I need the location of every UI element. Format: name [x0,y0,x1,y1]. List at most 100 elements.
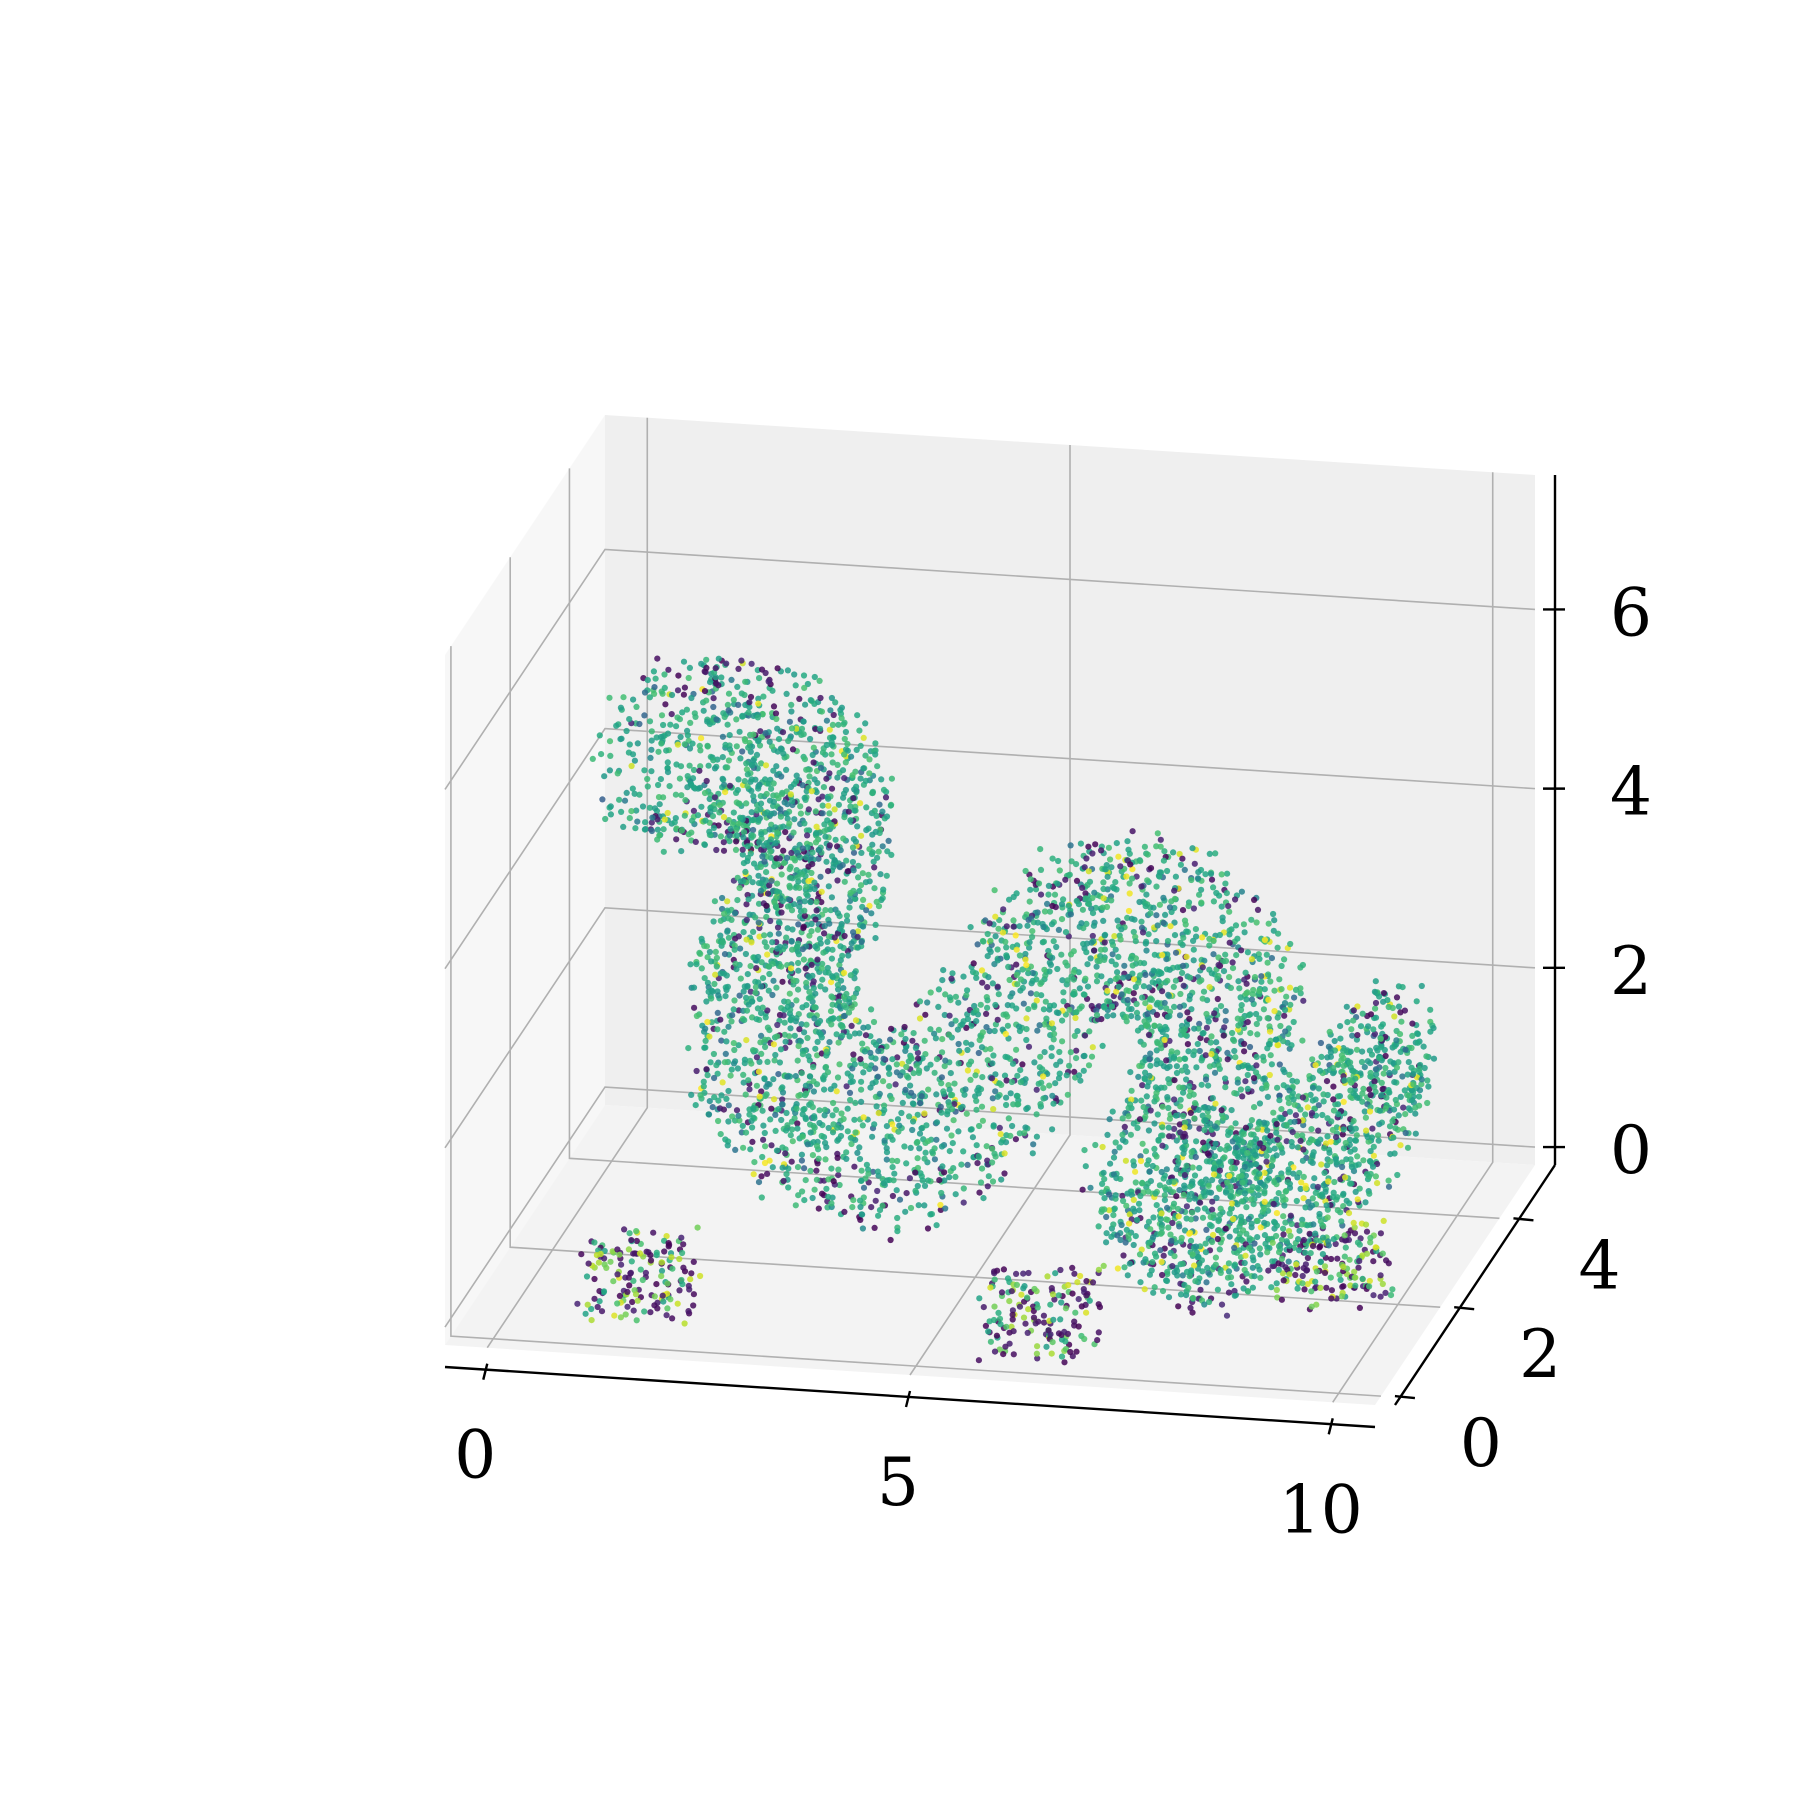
data-point [860,765,867,772]
data-point [860,1184,868,1191]
data-point [756,1058,763,1065]
data-point [825,868,832,875]
data-point [1302,1204,1309,1211]
data-point [995,991,1002,998]
data-point [750,928,757,936]
data-point [1009,1122,1016,1130]
data-point [1164,1013,1171,1021]
data-point [1157,836,1164,843]
data-point [1181,1185,1188,1192]
data-point [771,1057,778,1064]
data-point [1330,1083,1337,1090]
data-point [1151,1284,1158,1291]
data-point [1108,864,1115,871]
data-point [1275,1190,1282,1197]
data-point [994,957,1001,964]
data-point [725,1023,732,1030]
data-point [1265,996,1272,1003]
data-point [1342,1139,1349,1147]
data-point [837,977,845,984]
data-point [1297,1137,1304,1144]
data-point [922,1011,929,1018]
data-point [737,975,744,982]
data-point [1367,1069,1374,1077]
data-point [1278,962,1285,970]
data-point [1058,916,1066,923]
data-point [1006,976,1013,984]
data-point [1189,1209,1196,1216]
data-point [841,814,848,821]
data-point [933,1056,941,1063]
data-point [1156,901,1163,908]
data-point [912,1187,919,1194]
data-point [858,849,865,857]
data-point [1206,942,1213,949]
data-point [1340,1126,1347,1133]
data-point [1168,1237,1175,1244]
data-point [875,903,883,910]
data-point [1172,949,1180,956]
data-point [823,775,830,782]
data-point [1151,1022,1158,1029]
data-point [1216,1167,1223,1174]
data-point [1229,1029,1236,1037]
data-point [1341,1077,1348,1084]
data-point [777,813,785,820]
data-point [720,710,727,717]
data-point [1137,1192,1144,1200]
data-point [1037,866,1045,874]
data-point [807,1121,814,1128]
data-point [1081,864,1088,871]
data-point [991,1150,998,1157]
data-point [1283,1238,1290,1245]
data-point [841,735,848,743]
data-point [1292,1271,1299,1279]
data-point [1169,1263,1176,1270]
data-point [1288,1220,1295,1228]
data-point [707,1059,714,1066]
data-point [1251,1273,1258,1280]
data-point [1013,971,1020,979]
data-point [1281,1012,1288,1019]
data-point [1325,1178,1332,1185]
data-point [862,752,869,759]
data-point [1159,1142,1166,1149]
data-point [1377,1035,1384,1042]
data-point [818,888,825,895]
data-point [745,709,752,716]
data-point [1383,1094,1390,1101]
data-point [818,1132,825,1140]
data-point [1056,1048,1063,1056]
data-point [1391,1150,1398,1157]
data-point [1372,999,1380,1007]
data-point [874,1187,881,1195]
data-point [1348,1079,1355,1086]
data-point [1375,1137,1382,1144]
data-point [715,1097,722,1104]
data-point [834,877,841,884]
data-point [1058,901,1066,908]
data-point [1239,1093,1246,1100]
data-point [856,887,863,895]
data-point [785,737,792,745]
data-point [1049,1126,1056,1133]
data-point [840,835,847,842]
data-point [1110,1012,1117,1019]
data-point [1300,1195,1307,1202]
data-point [1158,1258,1165,1265]
data-point [1028,980,1035,987]
data-point [1244,949,1251,956]
data-point [1161,1084,1168,1091]
data-point [1273,1280,1280,1287]
data-point [784,998,792,1006]
data-point [1222,1084,1229,1091]
data-point [1327,1049,1334,1056]
data-point [1138,1097,1145,1104]
data-point [1049,855,1056,862]
data-point [1207,1039,1214,1046]
data-point [977,1179,985,1186]
data-point [795,1192,802,1199]
data-point [711,1074,718,1082]
data-point [1184,1041,1191,1048]
